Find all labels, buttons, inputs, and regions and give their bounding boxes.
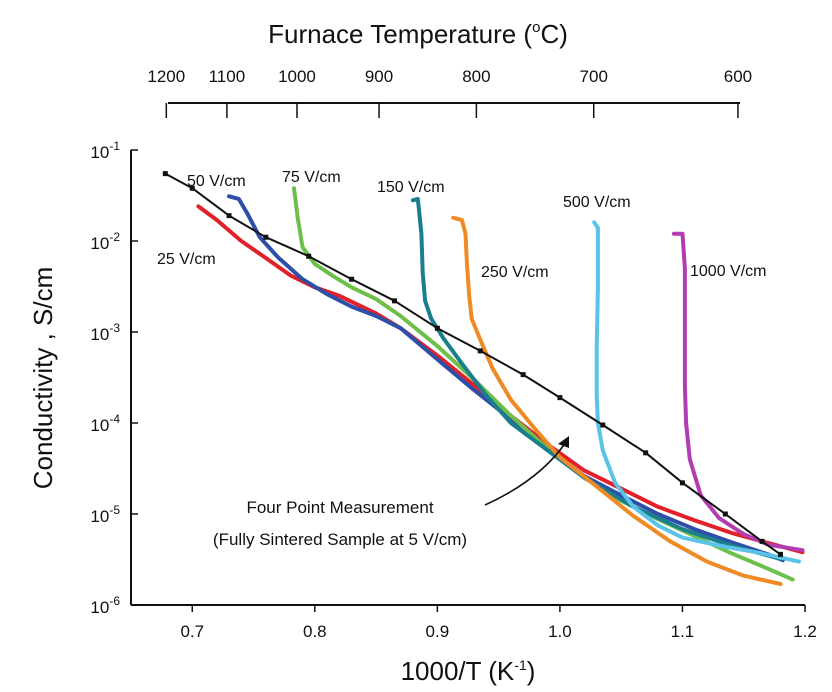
top-tick-label: 700 <box>580 67 608 86</box>
series-label-150: 150 V/cm <box>377 179 445 196</box>
top-tick-label: 1100 <box>209 67 246 86</box>
series-labels: 25 V/cm 50 V/cm 75 V/cm 150 V/cm 250 V/c… <box>157 169 766 281</box>
series-label-1000: 1000 V/cm <box>690 263 766 280</box>
data-point <box>226 213 232 219</box>
x-tick-label: 0.7 <box>180 622 204 641</box>
series-lines <box>162 171 805 586</box>
data-point <box>600 422 606 428</box>
y-tick-label: 10-2 <box>90 230 120 253</box>
series-label-50: 50 V/cm <box>187 173 246 190</box>
data-point <box>263 234 269 240</box>
plot-frame <box>130 102 805 606</box>
data-point <box>162 171 168 177</box>
annotation-line-1: Four Point Measurement <box>246 498 433 517</box>
x-axis-ticks: 0.7 0.8 0.9 1.0 1.1 1.2 <box>180 605 817 641</box>
series-line-25-v-cm <box>196 204 805 555</box>
y-axis-title: Conductivity , S/cm <box>28 267 58 490</box>
data-point <box>477 348 483 354</box>
data-point <box>679 480 685 486</box>
series-line-1000-v-cm <box>671 231 805 553</box>
data-point <box>434 325 440 331</box>
top-tick-label: 800 <box>462 67 490 86</box>
top-axis-title: Furnace Temperature (oC) <box>268 19 568 49</box>
annotation-arrowhead <box>558 436 569 448</box>
y-tick-label: 10-5 <box>90 503 120 526</box>
top-tick-label: 900 <box>365 67 393 86</box>
x-axis-title: 1000/T (K-1) <box>401 656 536 686</box>
top-tick-label: 1200 <box>147 67 185 86</box>
series-label-75: 75 V/cm <box>282 169 341 186</box>
data-point <box>722 511 728 517</box>
series-line-75-v-cm <box>292 186 795 582</box>
x-tick-label: 1.0 <box>548 622 572 641</box>
x-tick-label: 0.8 <box>303 622 327 641</box>
annotation-line-2: (Fully Sintered Sample at 5 V/cm) <box>213 530 467 549</box>
x-tick-label: 1.1 <box>671 622 695 641</box>
data-point <box>759 538 765 544</box>
data-point <box>777 551 783 557</box>
data-point <box>557 395 563 401</box>
y-tick-label: 10-4 <box>90 412 120 435</box>
series-label-25: 25 V/cm <box>157 251 216 268</box>
series-line-250-v-cm <box>451 215 783 586</box>
top-axis-ticks: 1200 1100 1000 900 800 700 600 <box>147 67 752 118</box>
data-point <box>520 372 526 378</box>
top-tick-label: 600 <box>724 67 752 86</box>
annotation-arrow <box>484 441 567 506</box>
data-point <box>643 450 649 456</box>
y-tick-label: 10-3 <box>90 321 120 344</box>
series-line-500-v-cm <box>592 220 801 564</box>
series-line-50-v-cm <box>227 194 785 563</box>
y-tick-label: 10-1 <box>90 139 120 162</box>
x-tick-label: 0.9 <box>426 622 450 641</box>
x-tick-label: 1.2 <box>793 622 817 641</box>
top-tick-label: 1000 <box>278 67 316 86</box>
data-point <box>189 185 195 191</box>
y-tick-label: 10-6 <box>90 594 120 617</box>
data-point <box>391 298 397 304</box>
series-line-150-v-cm <box>410 196 783 561</box>
y-axis-ticks: 10-1 10-2 10-3 10-4 10-5 10-6 <box>90 139 138 617</box>
series-label-500: 500 V/cm <box>563 194 631 211</box>
series-label-250: 250 V/cm <box>481 264 549 281</box>
data-point <box>349 276 355 282</box>
data-point <box>306 253 312 259</box>
four-point-annotation: Four Point Measurement (Fully Sintered S… <box>213 436 569 549</box>
